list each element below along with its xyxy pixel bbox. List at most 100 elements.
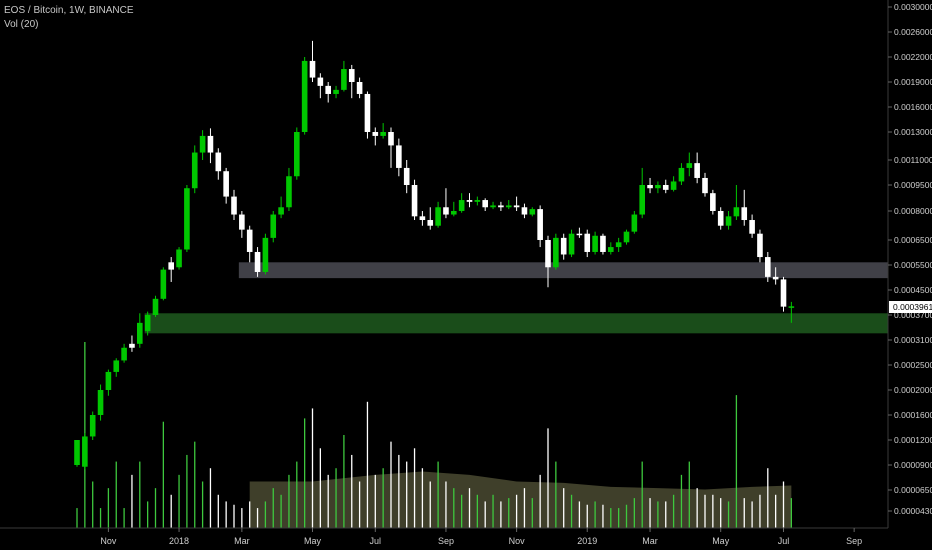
candle-body xyxy=(458,200,465,211)
candle-body xyxy=(144,315,151,332)
candle-body xyxy=(184,188,190,250)
candle-body xyxy=(372,132,379,136)
y-tick-label: 0.0019000 xyxy=(894,77,932,87)
y-tick-label: 0.0011000 xyxy=(894,155,932,165)
candle-body xyxy=(356,82,363,94)
grey-zone xyxy=(238,262,889,279)
candle-body xyxy=(317,77,324,86)
y-tick-label: 0.0003100 xyxy=(894,335,932,345)
candle-body xyxy=(757,233,763,258)
x-tick-label: Mar xyxy=(234,536,250,546)
candle-body xyxy=(678,167,685,182)
candle-body xyxy=(702,177,708,194)
candle-body xyxy=(333,89,339,94)
candle-body xyxy=(239,214,245,230)
y-tick-label: 0.0026000 xyxy=(894,27,932,37)
y-tick-label: 0.0006500 xyxy=(894,235,932,245)
candle-body xyxy=(482,200,488,208)
candle-body xyxy=(710,193,716,211)
candle-body xyxy=(529,209,536,215)
candle-body xyxy=(584,233,591,252)
candle-body xyxy=(474,200,481,202)
candle-body xyxy=(537,209,543,240)
y-tick-label: 0.0016000 xyxy=(894,102,932,112)
candle-body xyxy=(82,436,88,467)
candle-body xyxy=(262,237,269,272)
candle-body xyxy=(553,237,559,268)
candle-body xyxy=(254,251,261,272)
candle-body xyxy=(647,185,653,189)
candle-body xyxy=(341,69,347,90)
y-tick-label: 0.0000430 xyxy=(894,506,932,516)
candle-body xyxy=(443,207,449,215)
candle-body xyxy=(152,298,159,315)
candle-body xyxy=(294,132,300,177)
candle-body xyxy=(168,262,174,270)
candle-body xyxy=(113,360,120,372)
x-tick-label: May xyxy=(712,536,730,546)
candle-body xyxy=(639,185,645,215)
candle-body xyxy=(364,93,371,132)
last-price-box xyxy=(889,301,932,313)
y-tick-label: 0.0030000 xyxy=(894,2,932,12)
candle-body xyxy=(89,415,96,437)
candle-body xyxy=(121,347,127,361)
green-zone xyxy=(144,313,888,334)
candle-body xyxy=(560,237,567,255)
y-tick-label: 0.0002000 xyxy=(894,385,932,395)
indicator-label: Vol (20) xyxy=(4,19,39,30)
candle-body xyxy=(576,233,583,236)
candle-body xyxy=(545,240,551,268)
candle-body xyxy=(309,60,316,78)
candle-body xyxy=(772,276,779,280)
candle-body xyxy=(498,205,504,208)
candle-body xyxy=(780,279,787,307)
candle-body xyxy=(199,135,206,153)
chart-title: EOS / Bitcoin, 1W, BINANCE xyxy=(4,5,134,16)
candle-body xyxy=(733,207,740,217)
y-tick-label: 0.0000650 xyxy=(894,485,932,495)
candle-body xyxy=(286,176,292,208)
candle-body xyxy=(568,233,575,255)
candle-body xyxy=(176,249,182,268)
x-tick-label: 2018 xyxy=(169,536,189,546)
candle-body xyxy=(137,322,143,344)
y-tick-label: 0.0002500 xyxy=(894,360,932,370)
candle-body xyxy=(662,185,669,190)
y-tick-label: 0.0001200 xyxy=(894,435,932,445)
x-tick-label: Sep xyxy=(438,536,454,546)
candle-body xyxy=(694,163,700,178)
candle-body xyxy=(741,207,748,221)
candle-body xyxy=(223,171,229,197)
x-tick-label: Nov xyxy=(509,536,526,546)
candle-body xyxy=(419,216,426,221)
candle-body xyxy=(129,343,135,348)
candle-body xyxy=(592,235,598,252)
y-tick-label: 0.0001600 xyxy=(894,410,932,420)
candle-body xyxy=(160,269,167,299)
y-tick-label: 0.0013000 xyxy=(894,127,932,137)
candle-body xyxy=(97,390,104,415)
candle-body xyxy=(451,211,457,215)
candle-body xyxy=(631,214,638,232)
candle-body xyxy=(521,207,528,215)
candle-body xyxy=(270,214,277,238)
candle-body xyxy=(246,229,253,252)
x-tick-label: 2019 xyxy=(577,536,597,546)
volume-ma-area xyxy=(249,471,792,528)
candle-body xyxy=(411,185,418,217)
candle-body xyxy=(435,207,441,226)
candle-body xyxy=(74,440,80,465)
x-tick-label: May xyxy=(304,536,322,546)
x-tick-label: Mar xyxy=(642,536,658,546)
y-tick-label: 0.0003700 xyxy=(894,310,932,320)
candle-body xyxy=(505,205,512,208)
candle-body xyxy=(388,132,394,146)
candle-body xyxy=(717,211,724,226)
candle-body xyxy=(231,196,237,215)
candle-body xyxy=(615,242,622,248)
candle-body xyxy=(623,231,630,243)
candle-body xyxy=(207,135,214,153)
x-tick-label: Nov xyxy=(100,536,117,546)
